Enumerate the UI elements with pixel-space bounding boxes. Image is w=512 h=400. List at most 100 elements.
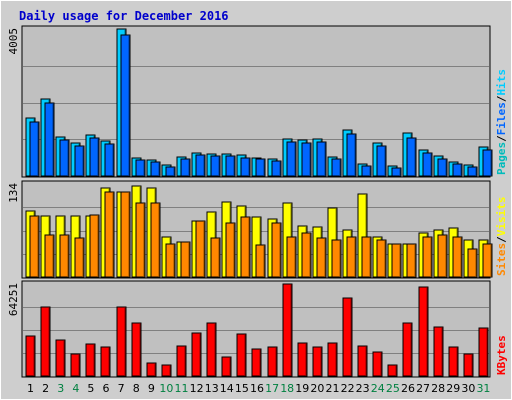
bar-sites-day-4 [74,237,85,278]
bar-files-day-19 [301,142,312,177]
bar-kbytes-day-13 [206,322,217,377]
bar-kbytes-day-8 [131,322,142,377]
bar-files-day-16 [255,158,266,177]
bar-files-day-12 [195,154,206,177]
day-label-5: 5 [87,382,94,395]
bar-kbytes-day-20 [312,346,323,377]
legend-top: Pages/Files/Hits [495,69,508,175]
bar-kbytes-day-1 [25,335,36,377]
day-label-13: 13 [205,382,219,395]
bar-files-day-30 [467,166,478,177]
bar-files-day-7 [120,34,131,177]
bar-files-day-10 [165,166,176,177]
panel-bottom: 64251 [7,280,491,378]
day-label-27: 27 [416,382,430,395]
day-label-18: 18 [280,382,294,395]
legend-middle-part: / [495,236,508,243]
bar-sites-day-22 [346,236,357,278]
bar-files-day-6 [104,143,115,177]
day-label-29: 29 [446,382,460,395]
bar-sites-day-26 [406,243,417,278]
day-label-7: 7 [118,382,125,395]
bar-sites-day-2 [44,234,55,278]
bar-sites-day-28 [437,234,448,278]
bar-files-day-22 [346,133,357,177]
bar-files-day-3 [59,139,70,177]
bar-kbytes-day-5 [85,343,96,377]
bar-kbytes-day-23 [357,345,368,377]
bar-kbytes-day-4 [70,353,81,377]
bar-kbytes-day-31 [478,327,489,377]
bar-files-day-15 [240,157,251,177]
bar-sites-day-16 [255,244,266,278]
bar-kbytes-day-12 [191,332,202,377]
bar-files-day-23 [361,165,372,177]
bar-files-day-8 [135,159,146,177]
day-label-30: 30 [461,382,475,395]
day-label-8: 8 [133,382,140,395]
bar-kbytes-day-14 [221,356,232,377]
panel-top: 4005 [7,25,493,178]
bar-files-day-28 [437,158,448,177]
bar-kbytes-day-18 [282,283,293,377]
day-label-4: 4 [72,382,79,395]
bar-files-day-13 [210,155,221,177]
bar-files-day-2 [44,102,55,177]
day-label-6: 6 [103,382,110,395]
bar-sites-day-11 [180,241,191,278]
bar-kbytes-day-21 [327,342,338,377]
bar-kbytes-day-15 [236,333,247,377]
bar-files-day-29 [452,163,463,177]
bar-sites-day-13 [210,237,221,278]
bar-files-day-25 [391,167,402,177]
bar-kbytes-day-6 [100,346,111,377]
bar-sites-day-10 [165,243,176,278]
day-label-21: 21 [325,382,339,395]
bar-kbytes-day-27 [418,286,429,377]
day-label-22: 22 [341,382,355,395]
bar-kbytes-day-24 [372,351,383,377]
day-label-17: 17 [265,382,279,395]
bar-sites-day-20 [316,237,327,278]
bar-files-day-18 [286,141,297,177]
bar-sites-day-9 [150,202,161,278]
y-max-label-middle: 134 [7,183,20,203]
bar-sites-day-18 [286,236,297,278]
day-label-28: 28 [431,382,445,395]
bar-kbytes-day-9 [146,362,157,377]
legend-top-part: Files [495,102,508,135]
day-label-26: 26 [401,382,415,395]
day-label-25: 25 [386,382,400,395]
bar-sites-day-29 [452,236,463,278]
bar-sites-day-12 [195,220,206,278]
bar-kbytes-day-30 [463,353,474,377]
bar-files-day-27 [422,152,433,177]
bar-kbytes-day-29 [448,346,459,377]
bar-sites-day-24 [376,239,387,278]
bar-kbytes-day-19 [297,342,308,377]
bar-files-day-24 [376,145,387,177]
bar-files-day-11 [180,158,191,177]
bar-files-day-26 [406,137,417,177]
bar-sites-day-21 [331,239,342,278]
bar-kbytes-day-11 [176,345,187,377]
bar-sites-day-1 [29,215,40,278]
bar-kbytes-day-28 [433,326,444,377]
day-labels: 1 2 3 4 5 6 7 8 9 10 11 12 13 14 15 16 17 18 19 20 21 22 23 24 2… [27,382,490,395]
bar-files-day-14 [225,155,236,177]
bar-kbytes-day-26 [402,322,413,377]
bar-sites-day-7 [120,191,131,278]
legend-bottom-part: KBytes [495,335,508,375]
bar-sites-day-6 [104,191,115,278]
day-label-15: 15 [235,382,249,395]
bar-sites-day-14 [225,222,236,278]
bar-files-day-9 [150,161,161,177]
bar-sites-day-23 [361,236,372,278]
day-label-24: 24 [371,382,385,395]
bar-files-day-31 [482,149,493,177]
bar-kbytes-day-17 [267,346,278,377]
bar-sites-day-15 [240,216,251,278]
legend-bottom: KBytes [495,335,508,375]
